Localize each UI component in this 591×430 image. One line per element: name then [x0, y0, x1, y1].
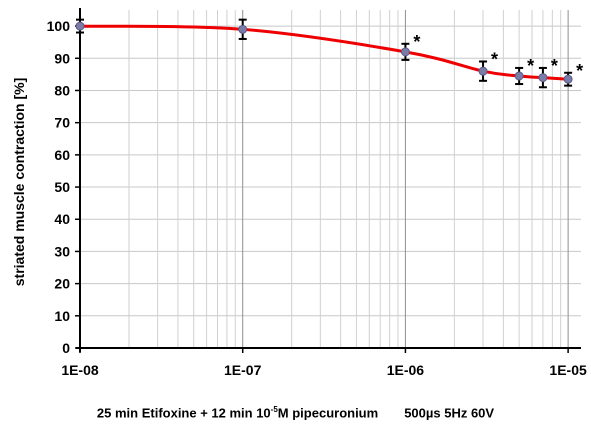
y-tick-label: 80 [54, 82, 70, 98]
data-point [238, 24, 248, 34]
x-tick-label: 1E-07 [224, 362, 262, 378]
y-tick-label: 90 [54, 50, 70, 66]
data-point [514, 71, 524, 81]
x-axis-label: 25 min Etifoxine + 12 min 10-5M pipecuro… [0, 405, 591, 420]
y-tick-label: 10 [54, 308, 70, 324]
data-point [478, 66, 488, 76]
y-tick-label: 60 [54, 147, 70, 163]
y-tick-label: 40 [54, 211, 70, 227]
x-axis-label-exponent: -5 [270, 405, 278, 414]
y-tick-label: 70 [54, 115, 70, 131]
significance-markers: * * * * * [413, 32, 583, 81]
significance-star: * [413, 32, 420, 52]
x-tick-labels: 1E-08 1E-07 1E-06 1E-05 [61, 362, 587, 378]
data-point [538, 73, 548, 83]
y-tick-labels: 0 10 20 30 40 50 60 70 80 90 100 [47, 18, 71, 356]
x-tick-label: 1E-06 [387, 362, 425, 378]
significance-star: * [491, 50, 498, 70]
data-point [563, 74, 573, 84]
data-point [75, 21, 85, 31]
y-axis-label: striated muscle contraction [%] [11, 78, 27, 287]
significance-star: * [576, 61, 583, 81]
x-axis-label-params: 500µs 5Hz 60V [404, 405, 495, 421]
data-point [400, 47, 410, 57]
significance-star: * [551, 56, 558, 76]
axes [75, 8, 581, 353]
gridlines [79, 10, 581, 348]
x-axis-label-unit: M pipecuronium [277, 405, 379, 421]
y-tick-label: 100 [47, 18, 71, 34]
x-tick-label: 1E-05 [549, 362, 587, 378]
data-points [75, 21, 573, 84]
y-tick-label: 30 [54, 243, 70, 259]
y-tick-label: 0 [62, 340, 70, 356]
x-axis-label-main: 25 min Etifoxine + 12 min 10 [96, 405, 271, 421]
significance-star: * [527, 56, 534, 76]
y-tick-label: 50 [54, 179, 70, 195]
x-tick-label: 1E-08 [61, 362, 99, 378]
y-tick-label: 20 [54, 276, 70, 292]
